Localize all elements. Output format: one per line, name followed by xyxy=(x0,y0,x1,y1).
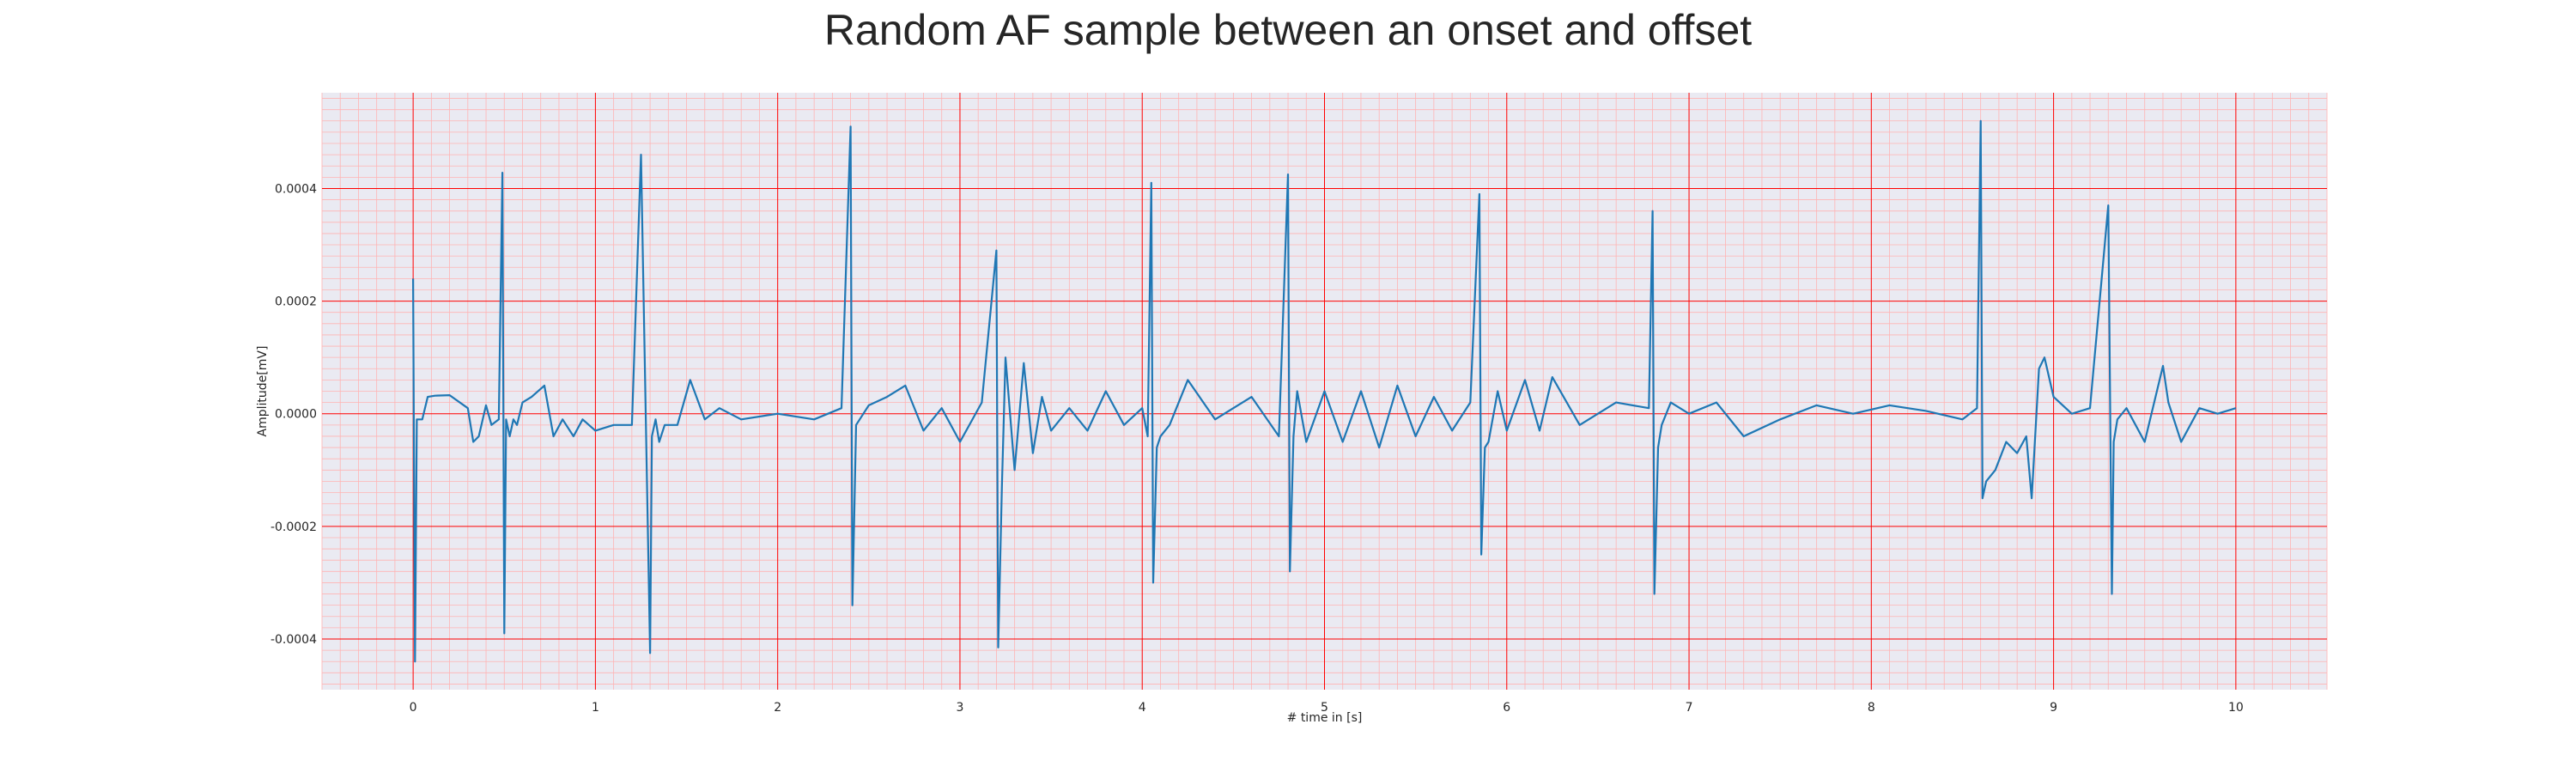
y-axis-label: Amplitude[mV] xyxy=(256,346,270,437)
y-tick-label: 0.0000 xyxy=(275,408,317,422)
x-tick-label: 10 xyxy=(2228,701,2244,715)
x-tick-label: 6 xyxy=(1503,701,1510,715)
x-axis-label: # time in [s] xyxy=(1287,711,1363,725)
x-tick-label: 8 xyxy=(1868,701,1875,715)
x-tick-label: 3 xyxy=(956,701,963,715)
y-tick-label: -0.0002 xyxy=(270,520,317,534)
y-tick-label: 0.0002 xyxy=(275,295,317,309)
x-tick-label: 7 xyxy=(1686,701,1693,715)
x-tick-label: 0 xyxy=(410,701,417,715)
y-tick-label: 0.0004 xyxy=(275,182,317,196)
y-tick-label: -0.0004 xyxy=(270,633,317,647)
x-tick-label: 1 xyxy=(592,701,599,715)
x-tick-label: 9 xyxy=(2050,701,2057,715)
x-tick-label: 2 xyxy=(774,701,781,715)
y-axis-ticks: -0.0004 -0.0002 0.0000 0.0002 0.0004 xyxy=(270,182,317,647)
x-tick-label: 4 xyxy=(1139,701,1146,715)
